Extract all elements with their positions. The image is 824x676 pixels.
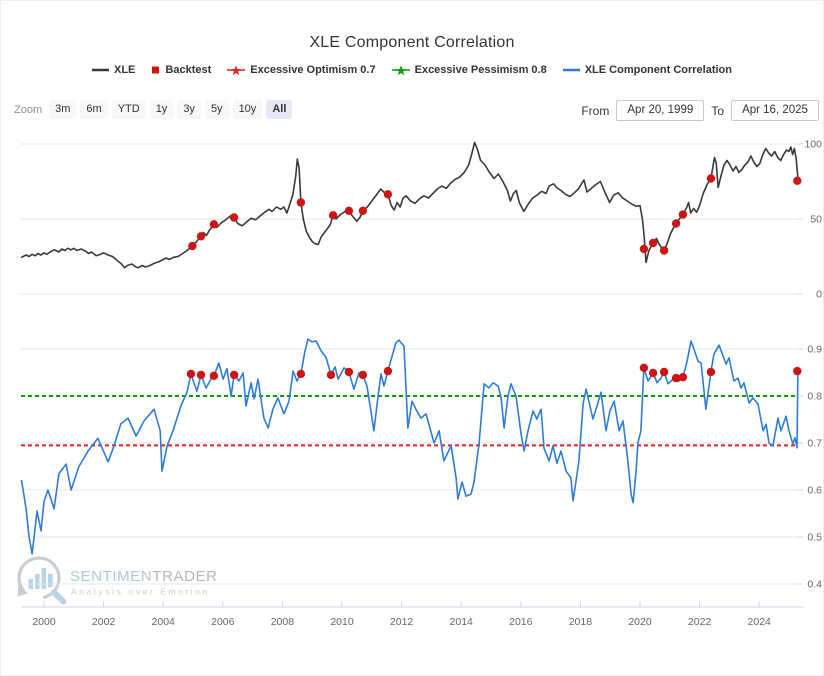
backtest-marker[interactable] [383, 366, 393, 376]
backtest-marker[interactable] [706, 367, 716, 377]
backtest-marker[interactable] [188, 241, 197, 251]
legend-item-xle[interactable]: XLE [91, 64, 136, 76]
backtest-marker[interactable] [383, 190, 393, 199]
x-axis-label: 2010 [330, 616, 354, 628]
x-axis-label: 2014 [450, 616, 474, 628]
backtest-marker[interactable] [344, 206, 354, 215]
x-axis-label: 2006 [211, 616, 235, 628]
legend-item-label: Backtest [165, 64, 212, 76]
watermark-bar [35, 574, 40, 589]
backtest-marker[interactable] [296, 369, 306, 379]
x-axis-label: 2018 [569, 616, 593, 628]
range-button-6m[interactable]: 6m [80, 100, 108, 119]
range-button-10y[interactable]: 10y [232, 100, 263, 119]
range-selector: Zoom 3m 6m YTD 1y 3y 5y 10y All [14, 100, 293, 119]
backtest-marker[interactable] [296, 198, 306, 207]
backtest-marker[interactable] [659, 246, 669, 255]
backtest-marker[interactable] [358, 370, 368, 380]
x-axis-label: 2020 [628, 616, 652, 628]
backtest-marker[interactable] [671, 219, 681, 228]
legend-line-marker [562, 68, 580, 72]
legend-line-marker [91, 68, 109, 72]
watermark-tagline: Analysis over Emotion [71, 587, 210, 597]
backtest-marker[interactable] [196, 370, 206, 380]
watermark-magnifier-handle [51, 589, 67, 605]
backtest-marker[interactable] [648, 368, 658, 378]
price-yaxis-label: 0 [816, 289, 822, 301]
legend-item-xle-component-correlation[interactable]: XLE Component Correlation [562, 64, 732, 76]
legend: XLE Backtest Excessive Optimism 0.7 Excessi… [1, 64, 823, 76]
chart-title: XLE Component Correlation [309, 34, 515, 51]
x-axis-label: 2024 [748, 616, 772, 628]
correlation-yaxis-label: 0.4 [807, 579, 822, 591]
range-button-3m[interactable]: 3m [49, 100, 77, 119]
x-axis-label: 2002 [92, 616, 116, 628]
backtest-marker[interactable] [328, 211, 338, 220]
watermark-bar [41, 568, 47, 589]
correlation-yaxis-label: 0.7 [807, 438, 822, 450]
backtest-marker[interactable] [344, 367, 354, 377]
correlation-yaxis-label: 0.5 [807, 532, 822, 544]
backtest-marker[interactable] [639, 244, 649, 254]
x-axis-label: 2016 [509, 616, 533, 628]
range-button-5y[interactable]: 5y [204, 100, 229, 119]
correlation-series-line[interactable] [20, 338, 799, 555]
range-button-all[interactable]: All [266, 100, 293, 119]
legend-square-marker [152, 66, 160, 74]
from-date-input[interactable]: Apr 20, 1999 [616, 100, 705, 121]
legend-item-label: XLE Component Correlation [584, 64, 732, 76]
date-range: From Apr 20, 1999 To Apr 16, 2025 [581, 100, 819, 121]
x-axis-label: 2012 [390, 616, 414, 628]
backtest-marker[interactable] [659, 367, 669, 377]
backtest-marker[interactable] [706, 174, 716, 183]
range-button-ytd[interactable]: YTD [111, 100, 146, 119]
correlation-yaxis-label: 0.9 [807, 344, 822, 356]
legend-item-label: Excessive Pessimism 0.8 [414, 64, 547, 76]
to-date-input[interactable]: Apr 16, 2025 [731, 100, 819, 121]
backtest-marker[interactable] [229, 370, 239, 380]
x-axis-label: 2000 [32, 616, 56, 628]
legend-item-excessive-optimism-0-7[interactable]: Excessive Optimism 0.7 [227, 64, 376, 76]
watermark-bar [48, 574, 53, 587]
range-button-3y[interactable]: 3y [177, 100, 201, 119]
x-axis-label: 2022 [688, 616, 712, 628]
x-axis-label: 2008 [271, 616, 295, 628]
backtest-marker[interactable] [229, 213, 239, 222]
backtest-marker[interactable] [209, 371, 219, 380]
backtest-marker[interactable] [648, 238, 658, 248]
backtest-marker[interactable] [639, 363, 649, 372]
backtest-marker[interactable] [358, 206, 368, 215]
backtest-marker[interactable] [678, 373, 688, 382]
backtest-marker[interactable] [326, 370, 336, 380]
backtest-marker[interactable] [678, 210, 688, 219]
legend-star-marker [391, 65, 410, 76]
zoom-label: Zoom [14, 103, 43, 116]
backtest-marker[interactable] [793, 176, 802, 185]
from-label: From [581, 103, 610, 118]
backtest-marker[interactable] [671, 373, 681, 383]
backtest-marker[interactable] [186, 369, 196, 379]
range-buttons: 3m 6m YTD 1y 3y 5y 10y All [49, 100, 293, 119]
legend-item-backtest[interactable]: Backtest [151, 64, 211, 76]
price-series-line[interactable] [20, 141, 799, 269]
legend-item-label: Excessive Optimism 0.7 [250, 64, 376, 76]
price-yaxis-label: 100 [804, 139, 822, 151]
x-axis-label: 2004 [152, 616, 176, 628]
backtest-marker[interactable] [209, 220, 219, 229]
watermark-logo-arrow [17, 584, 28, 597]
correlation-yaxis-label: 0.8 [807, 391, 822, 403]
to-label: To [711, 103, 724, 118]
backtest-marker[interactable] [196, 232, 206, 241]
watermark-brand: SENTIMENTRADER [70, 568, 218, 585]
correlation-yaxis-label: 0.6 [807, 485, 822, 497]
range-button-1y[interactable]: 1y [149, 100, 174, 119]
price-yaxis-label: 50 [810, 214, 822, 226]
backtest-marker[interactable] [793, 366, 802, 376]
legend-item-excessive-pessimism-0-8[interactable]: Excessive Pessimism 0.8 [391, 64, 547, 76]
legend-item-label: XLE [113, 64, 136, 76]
legend-star-marker [227, 65, 246, 76]
watermark: SENTIMENTRADER Analysis over Emotion [17, 556, 218, 605]
